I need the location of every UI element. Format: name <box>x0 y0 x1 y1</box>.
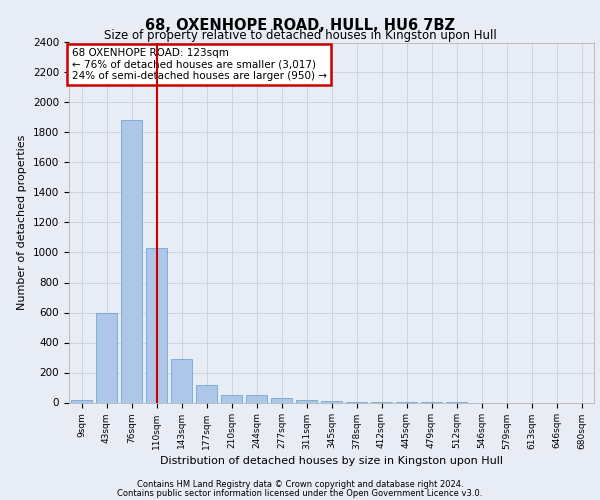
Bar <box>171 359 192 403</box>
Text: 68, OXENHOPE ROAD, HULL, HU6 7BZ: 68, OXENHOPE ROAD, HULL, HU6 7BZ <box>145 18 455 32</box>
Text: Contains HM Land Registry data © Crown copyright and database right 2024.: Contains HM Land Registry data © Crown c… <box>137 480 463 489</box>
Bar <box>96 312 117 402</box>
Bar <box>196 384 217 402</box>
Text: Size of property relative to detached houses in Kingston upon Hull: Size of property relative to detached ho… <box>104 29 496 42</box>
Text: 68 OXENHOPE ROAD: 123sqm
← 76% of detached houses are smaller (3,017)
24% of sem: 68 OXENHOPE ROAD: 123sqm ← 76% of detach… <box>71 48 326 81</box>
Text: Contains public sector information licensed under the Open Government Licence v3: Contains public sector information licen… <box>118 488 482 498</box>
Bar <box>296 400 317 402</box>
Bar <box>221 395 242 402</box>
X-axis label: Distribution of detached houses by size in Kingston upon Hull: Distribution of detached houses by size … <box>160 456 503 466</box>
Bar <box>246 396 267 402</box>
Bar <box>121 120 142 402</box>
Bar <box>271 398 292 402</box>
Bar <box>146 248 167 402</box>
Y-axis label: Number of detached properties: Number of detached properties <box>17 135 28 310</box>
Bar <box>71 400 92 402</box>
